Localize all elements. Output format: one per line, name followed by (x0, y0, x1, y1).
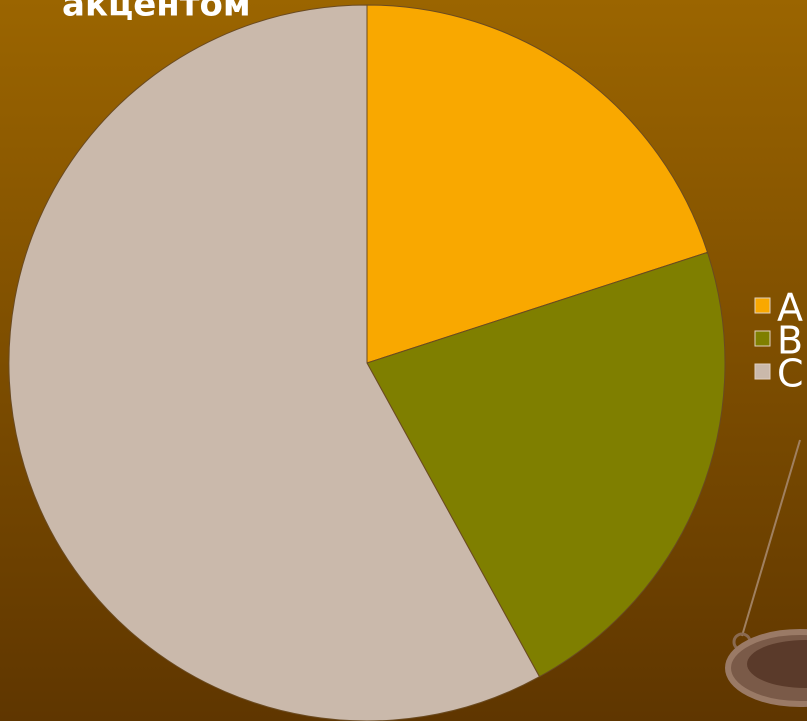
decor-bowl-inner (747, 640, 807, 688)
chart-title: акцентом (62, 0, 251, 25)
pie-slice (366, 4, 709, 364)
legend-label: C (777, 352, 804, 396)
pie-slice (366, 251, 726, 678)
legend-label: A (777, 286, 803, 330)
legend-label: B (777, 319, 803, 363)
legend-swatch (754, 297, 771, 314)
legend-swatch (754, 363, 771, 380)
decor-line (741, 439, 801, 637)
legend-swatch (754, 330, 771, 347)
